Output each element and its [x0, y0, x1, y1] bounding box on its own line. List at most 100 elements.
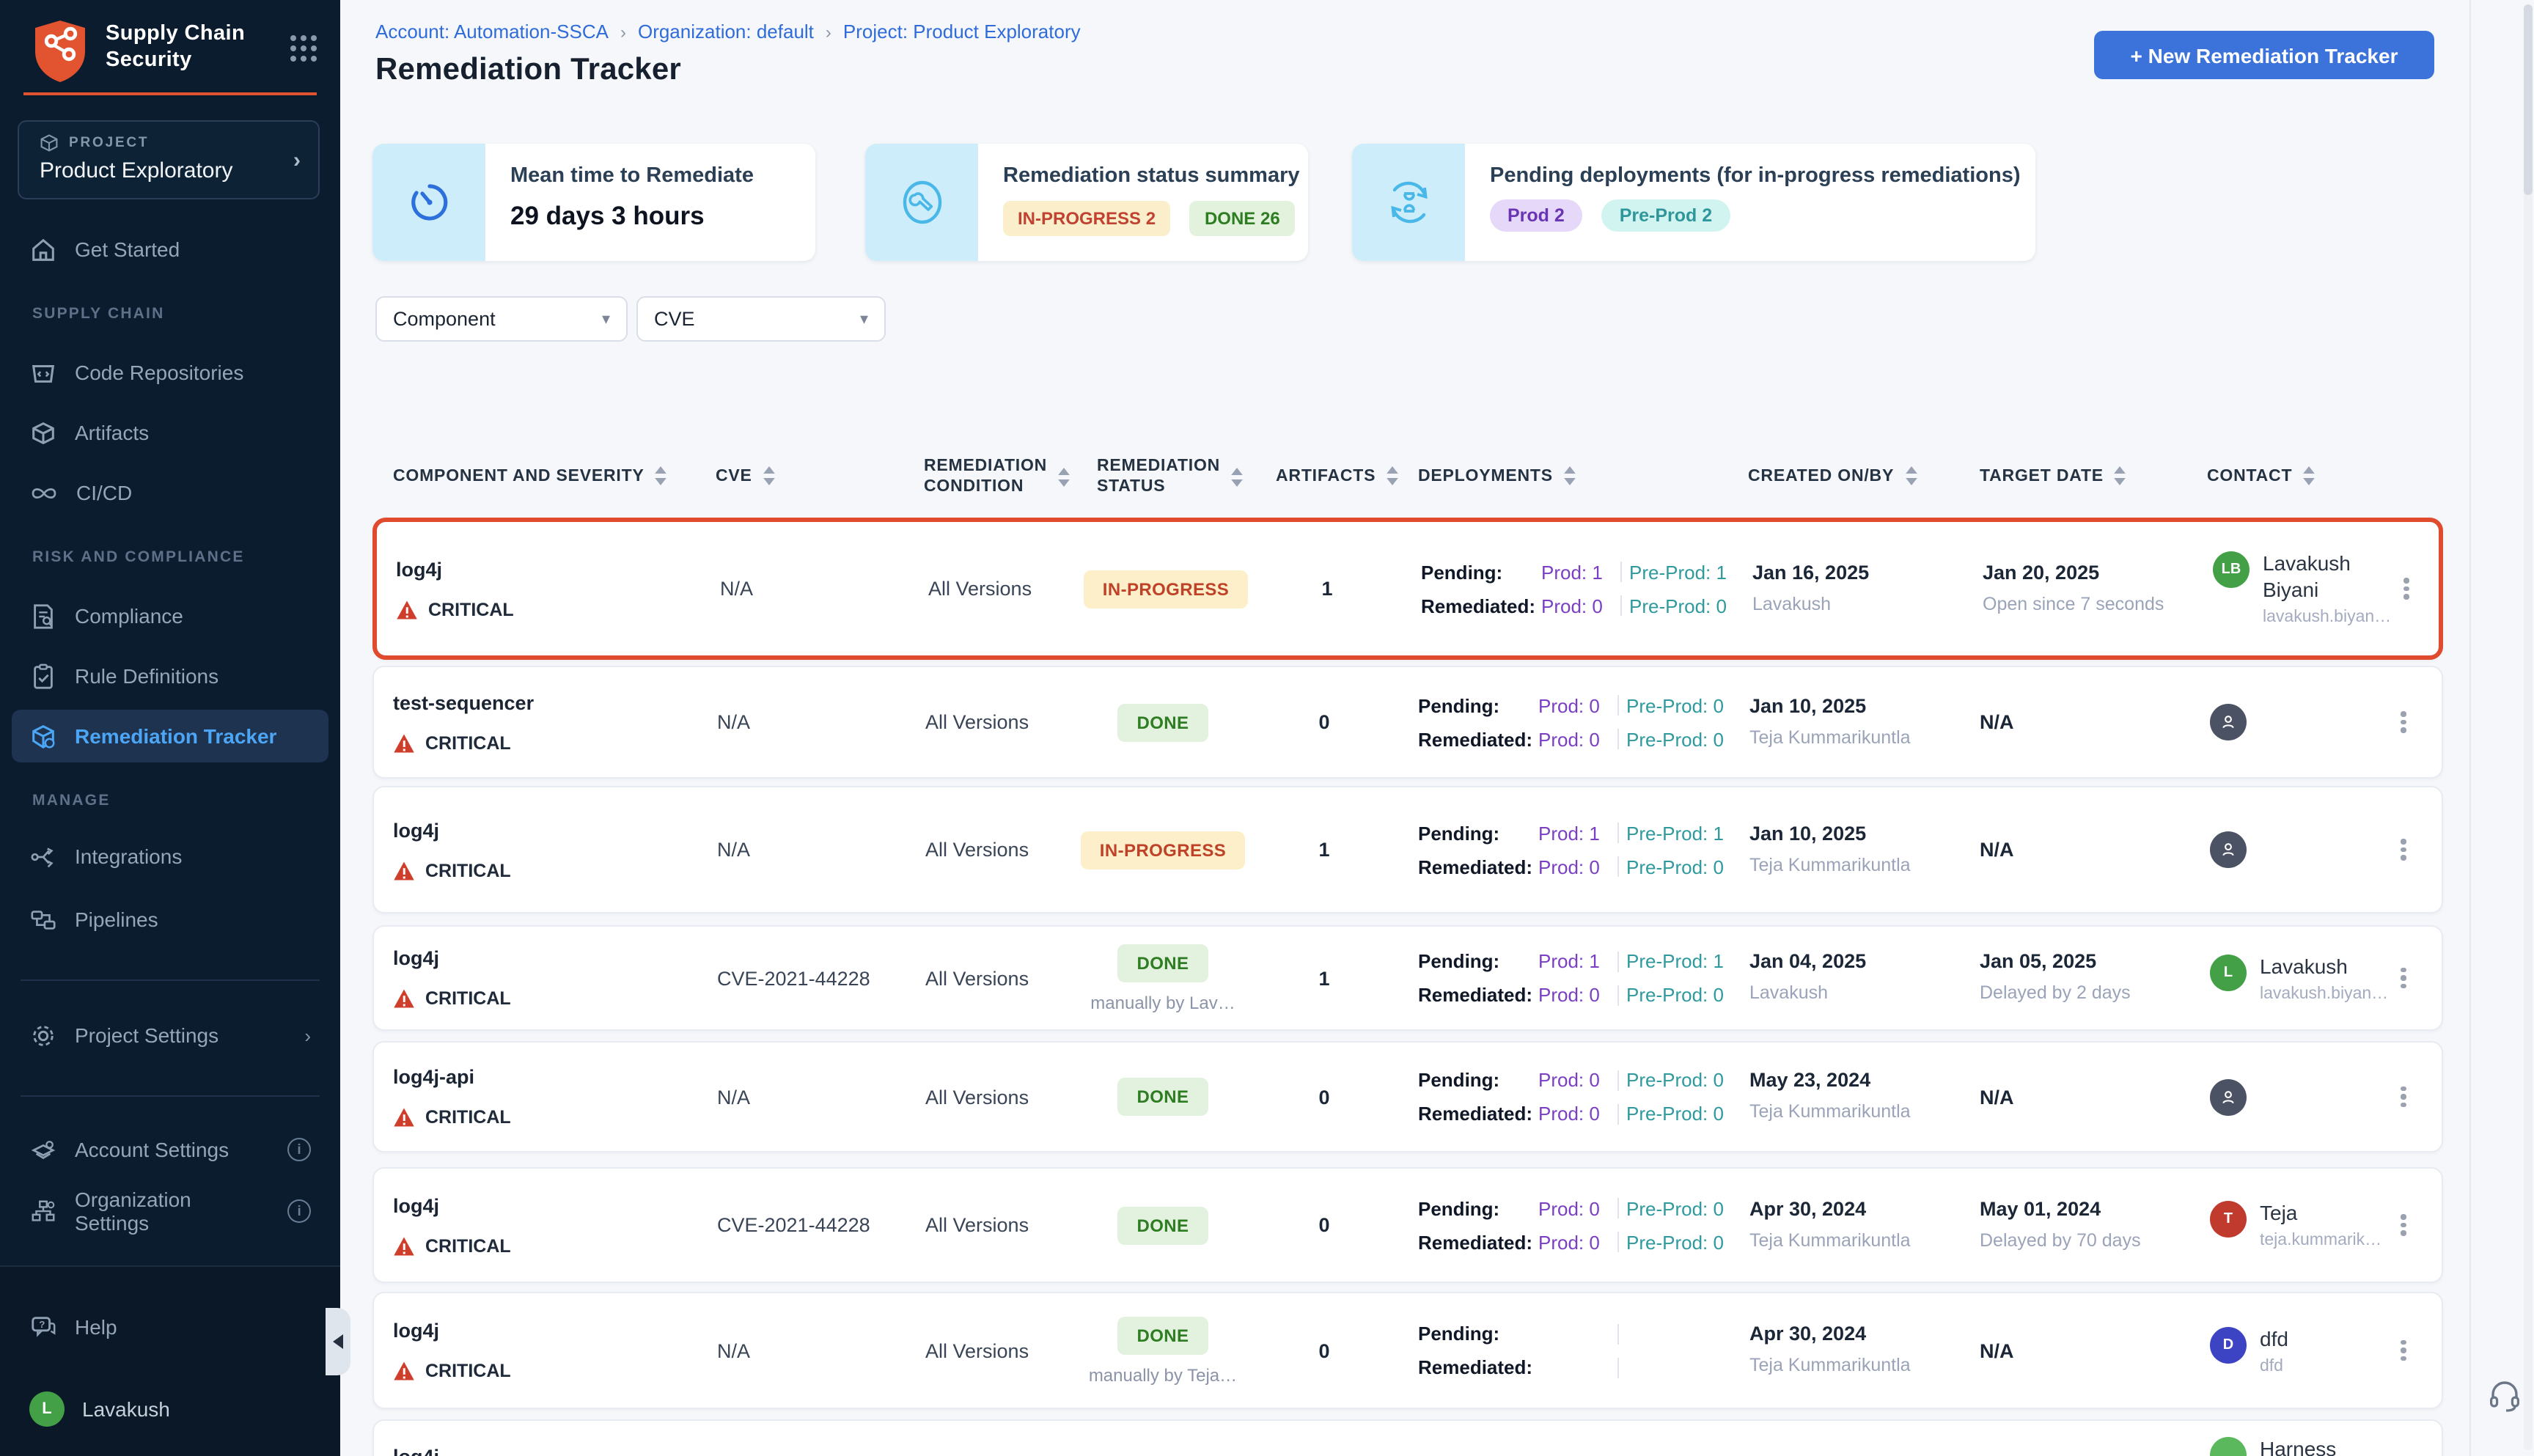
sort-icon[interactable]	[2302, 466, 2316, 485]
sort-icon[interactable]	[1563, 466, 1576, 485]
module-switcher-icon[interactable]	[287, 32, 320, 72]
pending-preprod[interactable]: Pre-Prod: 0	[1626, 694, 1724, 716]
breadcrumb-project-link[interactable]: Project: Product Exploratory	[842, 21, 1081, 43]
row-menu-button[interactable]	[2389, 667, 2418, 777]
pending-prod[interactable]: Prod: 0	[1538, 1069, 1600, 1091]
account-settings-icon	[31, 1140, 56, 1159]
new-remediation-tracker-button[interactable]: + New Remediation Tracker	[2094, 31, 2434, 79]
component-name[interactable]: log4j	[393, 819, 440, 841]
column-header-cve[interactable]: CVE	[716, 466, 776, 485]
sidebar-item-compliance[interactable]: Compliance	[12, 589, 328, 642]
table-row[interactable]: test-sequencer CRITICAL N/A All Versions…	[372, 666, 2443, 779]
row-menu-button[interactable]	[2389, 1293, 2418, 1408]
remediated-prod[interactable]: Prod: 0	[1538, 1103, 1600, 1125]
supply-chain-security-logo-icon	[32, 19, 88, 91]
remediated-prod[interactable]: Prod: 0	[1538, 984, 1600, 1006]
remediated-prod[interactable]: Prod: 0	[1541, 595, 1603, 617]
pending-preprod[interactable]: Pre-Prod: 0	[1626, 1197, 1724, 1219]
row-menu-button[interactable]	[2392, 522, 2421, 655]
component-name[interactable]: log4j	[396, 558, 443, 580]
sidebar-collapse-button[interactable]	[326, 1308, 350, 1375]
info-icon: i	[287, 1199, 311, 1223]
pending-preprod[interactable]: Pre-Prod: 1	[1629, 561, 1727, 583]
column-header-component[interactable]: COMPONENT AND SEVERITY	[393, 466, 668, 485]
sort-icon[interactable]	[763, 466, 776, 485]
column-header-created-on-by[interactable]: CREATED ON/BY	[1748, 466, 1917, 485]
breadcrumb-organization-link[interactable]: Organization: default	[637, 21, 814, 43]
sidebar-item-project-settings[interactable]: Project Settings ›	[12, 1009, 328, 1062]
table-row[interactable]: log4j CRITICAL CVE-2021-44228 All Versio…	[372, 925, 2443, 1031]
sort-icon[interactable]	[1386, 466, 1399, 485]
component-name[interactable]: log4j-api	[393, 1066, 475, 1088]
sidebar-item-account-settings[interactable]: Account Settings i	[12, 1123, 328, 1176]
component-name[interactable]: log4j	[393, 1446, 679, 1456]
scrollbar-thumb[interactable]	[2524, 4, 2533, 195]
row-menu-button[interactable]	[2389, 1169, 2418, 1282]
remediated-preprod[interactable]: Pre-Prod: 0	[1626, 1231, 1724, 1253]
sidebar-item-cicd[interactable]: CI/CD	[12, 466, 328, 519]
timer-icon	[411, 184, 447, 221]
sidebar-item-code-repositories[interactable]: Code Repositories	[12, 346, 328, 399]
sidebar-item-remediation-tracker[interactable]: Remediation Tracker	[12, 710, 328, 762]
table-row[interactable]: log4j CRITICAL N/A All Versions IN-PROGR…	[372, 518, 2443, 660]
support-headset-icon[interactable]	[2487, 1378, 2522, 1421]
remediated-preprod[interactable]: Pre-Prod: 0	[1626, 1103, 1724, 1125]
cve-filter-dropdown[interactable]: CVE ▾	[636, 296, 886, 342]
breadcrumb-account-link[interactable]: Account: Automation-SSCA	[375, 21, 609, 43]
remediated-preprod[interactable]: Pre-Prod: 0	[1626, 856, 1724, 878]
column-header-artifacts[interactable]: ARTIFACTS	[1276, 466, 1399, 485]
breadcrumb-separator: ›	[825, 21, 831, 42]
pending-prod[interactable]: Prod: 1	[1541, 561, 1603, 583]
pending-prod[interactable]: Prod: 1	[1538, 822, 1600, 844]
column-header-remediation-condition[interactable]: REMEDIATION CONDITION	[924, 456, 1079, 497]
pending-prod[interactable]: Prod: 0	[1538, 1197, 1600, 1219]
sort-icon[interactable]	[2114, 466, 2127, 485]
column-header-remediation-status[interactable]: REMEDIATION STATUS	[1097, 456, 1252, 497]
sidebar-item-pipelines[interactable]: Pipelines	[12, 893, 328, 946]
sort-icon[interactable]	[1904, 466, 1917, 485]
scrollbar-track[interactable]	[2524, 4, 2533, 1450]
table-row[interactable]: log4j CRITICAL N/A All Versions DONE manu…	[372, 1292, 2443, 1409]
sidebar-item-get-started[interactable]: Get Started	[12, 223, 328, 276]
row-menu-button[interactable]	[2389, 1043, 2418, 1151]
remediated-preprod[interactable]: Pre-Prod: 0	[1626, 728, 1724, 750]
component-name[interactable]: log4j	[393, 1194, 440, 1216]
row-menu-button[interactable]	[2389, 787, 2418, 912]
column-header-deployments[interactable]: DEPLOYMENTS	[1418, 466, 1576, 485]
sidebar-user[interactable]: L Lavakush	[12, 1383, 328, 1435]
sort-icon[interactable]	[1057, 467, 1070, 486]
remediated-prod[interactable]: Prod: 0	[1538, 856, 1600, 878]
remediated-preprod[interactable]: Pre-Prod: 0	[1629, 595, 1727, 617]
pending-preprod[interactable]: Pre-Prod: 0	[1626, 1069, 1724, 1091]
table-row[interactable]: log4j Harness	[372, 1419, 2443, 1456]
table-row[interactable]: log4j CRITICAL N/A All Versions IN-PROGR…	[372, 786, 2443, 913]
pending-prod[interactable]: Prod: 0	[1538, 694, 1600, 716]
remediated-prod[interactable]: Prod: 0	[1538, 1231, 1600, 1253]
pending-prod[interactable]: Prod: 1	[1538, 950, 1600, 972]
table-row[interactable]: log4j CRITICAL CVE-2021-44228 All Versio…	[372, 1167, 2443, 1283]
remediation-condition: All Versions	[925, 967, 1029, 989]
wrench-circle-icon	[902, 180, 941, 224]
sidebar-item-help[interactable]: ? Help	[12, 1301, 328, 1353]
row-menu-button[interactable]	[2389, 927, 2418, 1029]
cve-value: N/A	[717, 839, 751, 861]
chevron-right-icon: ›	[304, 1024, 311, 1046]
component-name[interactable]: log4j	[393, 947, 440, 969]
sort-icon[interactable]	[1230, 467, 1244, 486]
project-selector[interactable]: PROJECT Product Exploratory ›	[18, 120, 320, 199]
remediated-prod[interactable]: Prod: 0	[1538, 728, 1600, 750]
sidebar-item-integrations[interactable]: Integrations	[12, 830, 328, 883]
sidebar-item-organization-settings[interactable]: Organization Settings i	[12, 1185, 328, 1238]
component-name[interactable]: test-sequencer	[393, 691, 535, 713]
column-header-target-date[interactable]: TARGET DATE	[1980, 466, 2127, 485]
pending-preprod[interactable]: Pre-Prod: 1	[1626, 950, 1724, 972]
table-row[interactable]: log4j-api CRITICAL N/A All Versions DONE…	[372, 1041, 2443, 1152]
column-header-contact[interactable]: CONTACT	[2207, 466, 2316, 485]
sort-icon[interactable]	[655, 466, 668, 485]
sidebar-item-artifacts[interactable]: Artifacts	[12, 406, 328, 459]
remediated-preprod[interactable]: Pre-Prod: 0	[1626, 984, 1724, 1006]
pending-preprod[interactable]: Pre-Prod: 1	[1626, 822, 1724, 844]
sidebar-item-rule-definitions[interactable]: Rule Definitions	[12, 650, 328, 702]
component-filter-dropdown[interactable]: Component ▾	[375, 296, 628, 342]
component-name[interactable]: log4j	[393, 1320, 440, 1342]
